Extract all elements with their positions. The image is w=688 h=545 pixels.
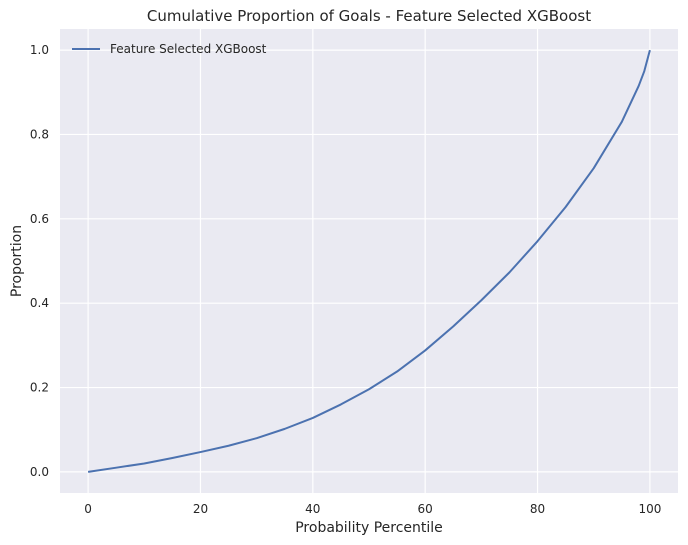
grid-lines bbox=[60, 29, 678, 493]
tick-labels: 0 20 40 60 80 100 0.0 0.2 0.4 0.6 0.8 1.0 bbox=[30, 43, 661, 516]
y-tick-label: 0.4 bbox=[30, 296, 49, 310]
y-tick-label: 0.6 bbox=[30, 212, 49, 226]
chart-title: Cumulative Proportion of Goals - Feature… bbox=[147, 7, 591, 25]
x-tick-label: 60 bbox=[418, 502, 433, 516]
y-tick-label: 0.0 bbox=[30, 465, 49, 479]
x-tick-label: 20 bbox=[193, 502, 208, 516]
x-axis-title: Probability Percentile bbox=[295, 520, 443, 536]
y-tick-label: 0.2 bbox=[30, 381, 49, 395]
series-line bbox=[87, 49, 651, 473]
y-tick-label: 0.8 bbox=[30, 127, 49, 141]
y-tick-label: 1.0 bbox=[30, 43, 49, 57]
legend: Feature Selected XGBoost bbox=[72, 42, 267, 56]
x-tick-label: 80 bbox=[530, 502, 545, 516]
y-axis-title: Proportion bbox=[9, 225, 25, 297]
legend-label: Feature Selected XGBoost bbox=[110, 42, 267, 56]
series-layer bbox=[87, 49, 651, 473]
x-tick-label: 40 bbox=[305, 502, 320, 516]
x-tick-label: 0 bbox=[84, 502, 92, 516]
x-tick-label: 100 bbox=[638, 502, 661, 516]
plot-area bbox=[60, 29, 678, 493]
